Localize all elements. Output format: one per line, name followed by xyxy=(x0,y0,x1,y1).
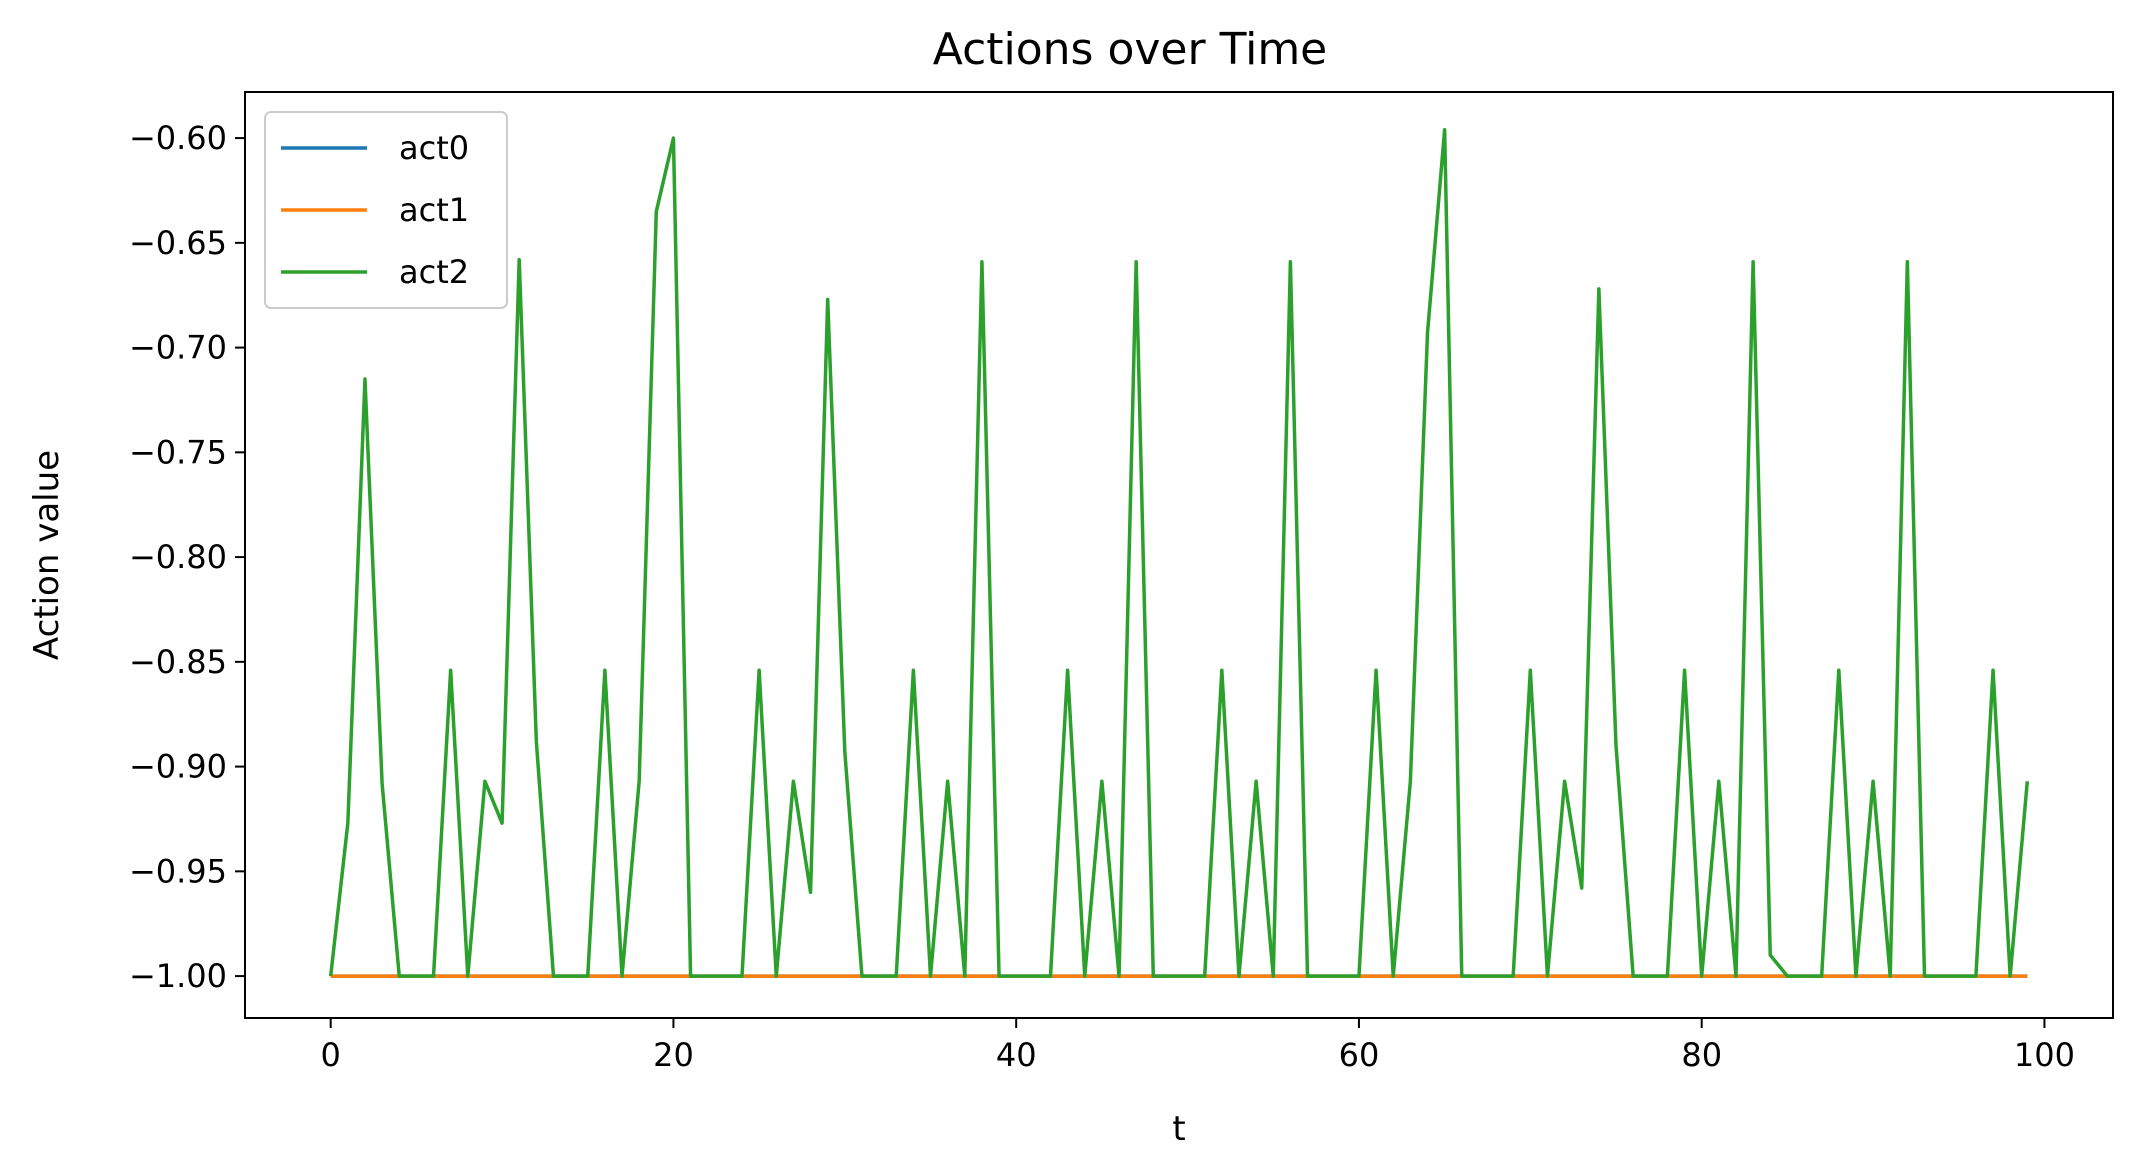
legend-box xyxy=(264,111,508,309)
x-tick-label: 20 xyxy=(653,1036,694,1074)
y-tick-label: −0.85 xyxy=(129,643,227,681)
x-tick-label: 40 xyxy=(996,1036,1037,1074)
chart-title: Actions over Time xyxy=(933,24,1328,75)
plot-area xyxy=(328,127,2030,978)
series-line-act2 xyxy=(328,127,2030,978)
x-tick-label: 80 xyxy=(1681,1036,1722,1074)
x-tick-label: 100 xyxy=(2014,1036,2075,1074)
plot-frame xyxy=(244,91,2114,1019)
legend: act0 act1 act2 xyxy=(264,111,508,309)
x-axis-label: t xyxy=(1172,1109,1185,1149)
x-tick-label: 0 xyxy=(321,1036,341,1074)
y-axis: −1.00 −0.95 −0.90 −0.85 −0.80 −0.75 −0.70 −0.65… xyxy=(129,119,245,995)
x-tick-label: 60 xyxy=(1339,1036,1380,1074)
legend-label-act2: act2 xyxy=(399,253,469,291)
legend-label-act1: act1 xyxy=(399,191,469,229)
y-tick-label: −0.75 xyxy=(129,433,227,471)
legend-label-act0: act0 xyxy=(399,129,469,167)
y-tick-label: −1.00 xyxy=(129,957,227,995)
y-tick-label: −0.80 xyxy=(129,538,227,576)
y-tick-label: −0.70 xyxy=(129,329,227,367)
y-tick-label: −0.95 xyxy=(129,852,227,890)
y-tick-label: −0.90 xyxy=(129,748,227,786)
y-tick-label: −0.60 xyxy=(129,119,227,157)
y-axis-label: Action value xyxy=(27,450,67,660)
x-axis: 0 20 40 60 80 100 xyxy=(321,1018,2075,1074)
y-tick-label: −0.65 xyxy=(129,224,227,262)
